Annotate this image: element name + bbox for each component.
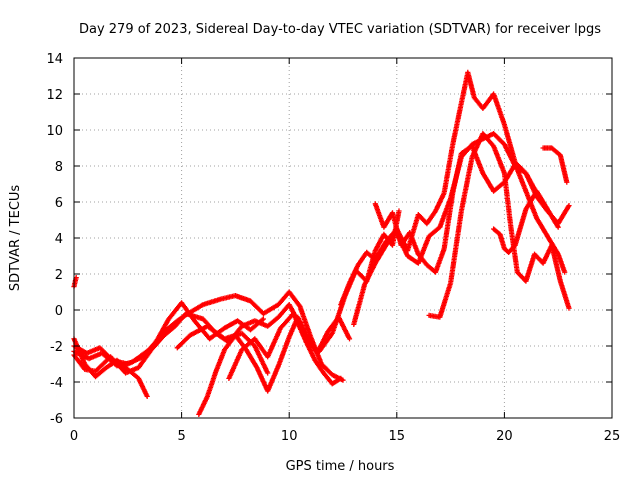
y-tick-label: 12 [46, 88, 63, 103]
x-tick-label: 20 [496, 429, 513, 444]
grid-lines [74, 58, 612, 418]
x-tick-label: 5 [177, 429, 185, 444]
y-tick-label: 6 [55, 196, 63, 211]
y-axis-label: SDTVAR / TECUs [8, 185, 23, 292]
x-tick-label: 0 [70, 429, 78, 444]
y-tick-label: -2 [50, 340, 63, 355]
y-tick-label: -6 [50, 412, 63, 427]
series-trace-m [491, 188, 561, 255]
marker-trace [71, 275, 79, 290]
y-tick-label: 8 [55, 160, 63, 175]
y-tick-label: 14 [46, 52, 63, 67]
y-tick-label: 2 [55, 268, 63, 283]
x-axis-label: GPS time / hours [286, 459, 395, 474]
marker-trace [426, 131, 572, 320]
x-tick-label: 15 [389, 429, 406, 444]
y-tick-label: 0 [55, 304, 63, 319]
y-tick-label: 10 [46, 124, 63, 139]
x-tick-label: 10 [281, 429, 298, 444]
series-trace-n [540, 145, 570, 185]
series-trace-l [426, 131, 572, 320]
data-points [71, 69, 572, 417]
chart-title: Day 279 of 2023, Sidereal Day-to-day VTE… [79, 22, 601, 37]
marker-trace [491, 188, 561, 255]
series-trace-a [71, 275, 79, 290]
y-tick-label: 4 [55, 232, 63, 247]
marker-trace [372, 143, 568, 275]
axis-ticks: 0 5 10 15 20 25 -6 -4 -2 0 2 4 6 8 10 12 14 [46, 52, 620, 444]
series-trace-k [372, 143, 568, 275]
x-tick-label: 25 [604, 429, 621, 444]
marker-trace [540, 145, 570, 185]
y-tick-label: -4 [50, 376, 63, 391]
